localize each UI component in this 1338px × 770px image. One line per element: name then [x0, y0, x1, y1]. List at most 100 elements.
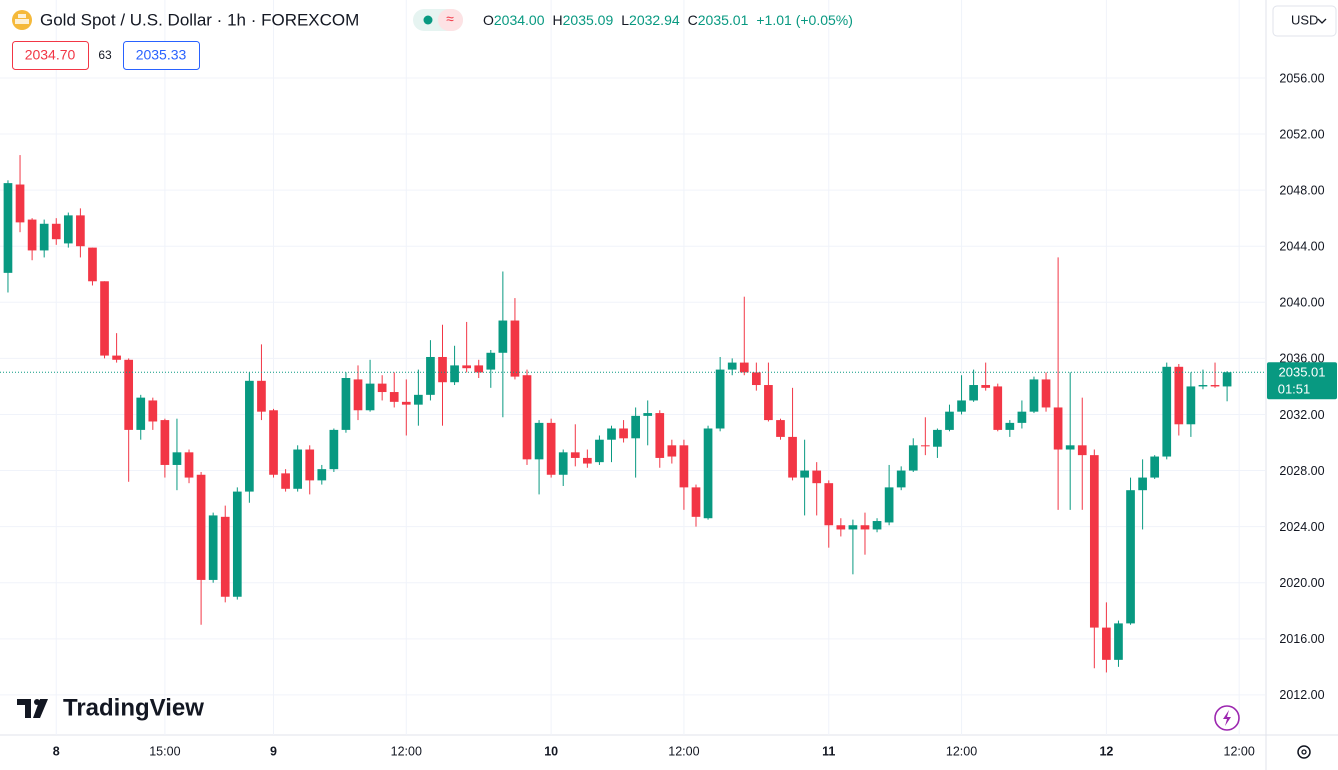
candle-body — [462, 365, 471, 369]
candle-body — [933, 429, 942, 447]
candles — [3, 155, 1232, 673]
candle-body — [184, 452, 194, 478]
candle-body — [1114, 623, 1123, 660]
candle-body — [377, 383, 387, 393]
candle-body — [848, 525, 858, 530]
buy-price[interactable]: 2035.33 — [136, 47, 187, 63]
logo-mark — [33, 699, 48, 718]
candle-body — [510, 320, 520, 377]
x-tick-label: 12:00 — [668, 744, 699, 758]
candle-body — [1198, 385, 1208, 387]
candle-body — [208, 515, 218, 580]
buy-box[interactable] — [123, 41, 200, 70]
candle-body — [401, 401, 411, 405]
candle-body — [558, 452, 568, 475]
candle-body — [1102, 627, 1111, 660]
sell-box[interactable] — [12, 41, 89, 70]
candle-body — [800, 470, 809, 478]
x-tick-label: 12:00 — [391, 744, 422, 758]
candle-body — [739, 362, 749, 373]
candle-body — [619, 428, 628, 439]
candle-body — [812, 470, 822, 484]
candle-body — [776, 420, 785, 437]
logo-mark — [17, 699, 31, 718]
candle-body — [667, 445, 677, 457]
candle-body — [426, 356, 435, 395]
candle-body — [679, 445, 689, 488]
y-tick-label: 2020.00 — [1279, 576, 1324, 590]
candle-body — [1150, 456, 1160, 478]
candle-body — [88, 247, 97, 282]
candle-body — [1138, 477, 1147, 491]
x-tick-label: 12:00 — [1224, 744, 1255, 758]
ohlc-value: 2035.01 — [698, 12, 749, 28]
ohlc-value: 2032.94 — [629, 12, 680, 28]
symbol-title[interactable]: Gold Spot / U.S. Dollar · 1h · FOREXCOM — [40, 10, 359, 29]
x-tick-label: 12:00 — [946, 744, 977, 758]
candle-body — [655, 413, 665, 458]
candle-body — [220, 516, 230, 597]
candle-body — [715, 369, 725, 429]
sell-price[interactable]: 2034.70 — [25, 47, 76, 63]
x-tick-label: 9 — [270, 744, 277, 758]
currency-label[interactable]: USD — [1291, 12, 1318, 27]
ohlc-value: 2035.09 — [563, 12, 614, 28]
ohlc-key: L — [621, 12, 629, 28]
candle-body — [969, 385, 978, 401]
candle-body — [872, 521, 882, 530]
countdown: 01:51 — [1278, 382, 1311, 397]
candle-body — [148, 400, 158, 422]
candle-body — [1222, 372, 1232, 387]
candle-body — [824, 483, 834, 526]
x-tick-label: 10 — [544, 744, 558, 758]
candle-body — [63, 215, 73, 244]
x-tick-label: 15:00 — [149, 744, 180, 758]
candle-body — [1041, 379, 1051, 408]
candle-body — [727, 362, 737, 370]
y-tick-label: 2032.00 — [1279, 408, 1324, 422]
candle-body — [957, 400, 966, 412]
last-price-tag — [1267, 362, 1337, 400]
candle-body — [570, 452, 580, 458]
currency-caret — [1317, 18, 1327, 24]
symbol-icon-bar — [15, 19, 29, 24]
candle-body — [474, 365, 484, 373]
candle-body — [920, 445, 930, 447]
x-tick-label: 8 — [53, 744, 60, 758]
candle-body — [329, 429, 339, 470]
candle-body — [1017, 411, 1027, 423]
lightning-icon — [1223, 710, 1231, 726]
legend: Gold Spot / U.S. Dollar · 1h · FOREXCOM … — [12, 5, 1337, 70]
candle-body — [945, 411, 954, 430]
candle-body — [546, 422, 556, 475]
candle-body — [39, 223, 49, 251]
candle-body — [1065, 445, 1075, 450]
candle-body — [522, 375, 532, 460]
candle-body — [245, 380, 254, 492]
y-tick-label: 2016.00 — [1279, 632, 1324, 646]
candle-body — [703, 428, 713, 519]
settings-button[interactable] — [1297, 745, 1311, 759]
x-tick-label: 12 — [1099, 744, 1113, 758]
currency-button[interactable] — [1272, 5, 1337, 37]
candle-body — [993, 386, 1003, 430]
ohlc-key: O — [483, 12, 494, 28]
x-tick-label: 11 — [822, 744, 835, 758]
candle-body — [1005, 422, 1015, 430]
candle-body — [595, 439, 604, 463]
candle-body — [1077, 445, 1087, 456]
axes: 2012.00 2016.00 2020.00 2024.00 2028.00 2032.… — [0, 71, 1337, 758]
ohlc-key: H — [553, 12, 563, 28]
candle-body — [438, 356, 447, 383]
candle-body — [896, 470, 906, 488]
candle-body — [498, 320, 508, 353]
ohlc-value: 2034.00 — [494, 12, 545, 28]
candle-body — [136, 397, 146, 430]
y-tick-label: 2052.00 — [1279, 127, 1324, 141]
candle-body — [27, 219, 37, 251]
lightning-button[interactable] — [1214, 705, 1240, 731]
candle-body — [232, 491, 242, 597]
ohlc-values: O2034.00 H2035.09 L2032.94 C2035.01 +1.01 (+… — [483, 12, 853, 28]
candle-body — [124, 359, 134, 430]
